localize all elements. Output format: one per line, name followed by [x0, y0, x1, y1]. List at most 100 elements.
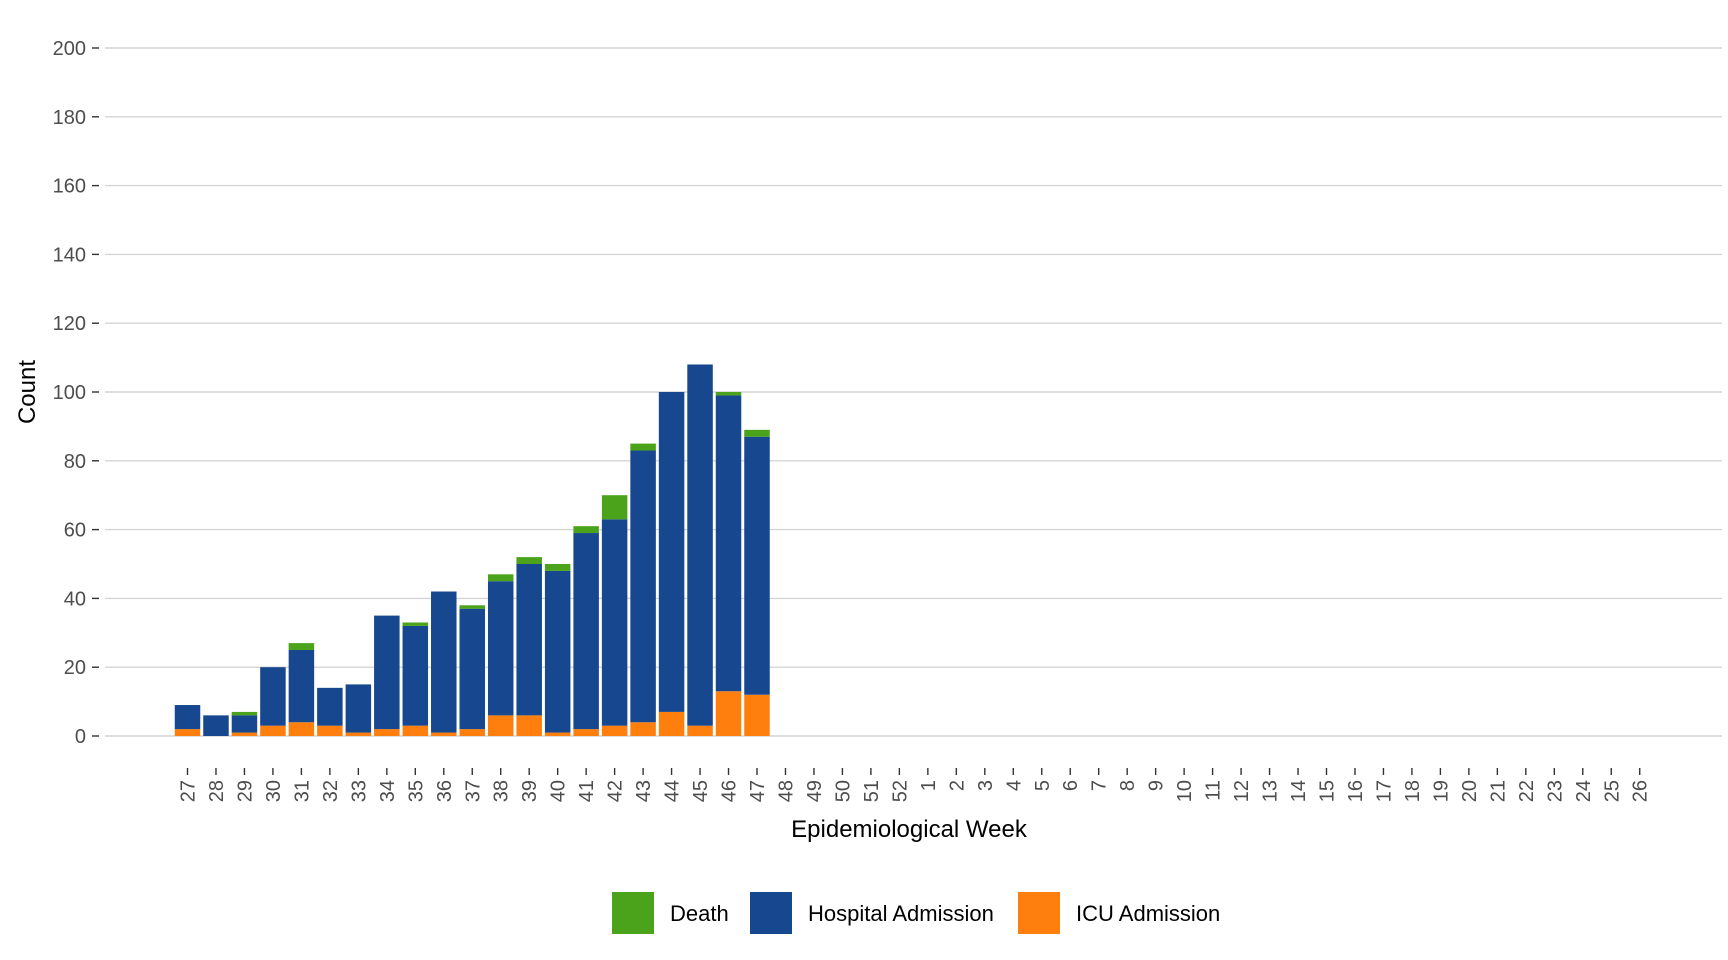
bar-icu-admission-week-40 [544, 732, 571, 736]
x-tick-label: 25 [1601, 780, 1623, 802]
bar-death-week-35 [402, 622, 429, 626]
x-tick-label: 46 [719, 780, 741, 802]
x-tick-label: 4 [1003, 780, 1025, 791]
x-axis-ticks: 27 28 29 30 31 32 33 34 35 36 37 38 39 40 41 42 43 44 45 46… [178, 768, 1652, 802]
x-tick-label: 45 [690, 780, 712, 802]
bar-icu-admission-week-43 [630, 722, 656, 736]
legend-swatch-death [612, 892, 654, 934]
bar-death-week-31 [288, 643, 315, 650]
y-axis-ticks: 0 20 40 60 80 100 120 140 160 180 200 [53, 38, 99, 748]
x-tick-label: 33 [348, 780, 370, 802]
x-tick-label: 6 [1060, 780, 1082, 791]
x-tick-label: 17 [1373, 780, 1395, 802]
x-tick-label: 37 [462, 780, 484, 802]
x-tick-label: 39 [519, 780, 541, 802]
x-tick-label: 10 [1174, 780, 1196, 802]
x-tick-label: 30 [263, 780, 285, 802]
x-tick-label: 44 [662, 780, 684, 802]
y-tick-label: 100 [53, 382, 86, 404]
x-tick-label: 1 [918, 780, 940, 791]
bar-icu-admission-week-34 [374, 729, 400, 736]
bar-icu-admission-week-33 [345, 732, 372, 736]
y-tick-label: 80 [64, 451, 86, 473]
x-tick-label: 26 [1630, 780, 1652, 802]
y-tick-label: 120 [53, 313, 86, 335]
bar-death-week-47 [744, 429, 770, 437]
bar-hospital-admission-week-41 [573, 533, 599, 730]
bar-icu-admission-week-42 [601, 725, 628, 736]
bar-hospital-admission-week-32 [317, 687, 343, 726]
x-tick-label: 28 [206, 780, 228, 802]
legend-label-death: Death [670, 901, 729, 926]
bar-icu-admission-week-38 [487, 715, 514, 736]
x-tick-label: 42 [605, 780, 627, 802]
x-tick-label: 40 [548, 780, 570, 802]
bar-hospital-admission-week-29 [231, 715, 258, 733]
bar-icu-admission-week-39 [516, 715, 542, 736]
x-tick-label: 36 [434, 780, 456, 802]
x-tick-label: 24 [1573, 780, 1595, 802]
x-tick-label: 8 [1117, 780, 1139, 791]
bar-hospital-admission-week-38 [487, 581, 514, 716]
bar-hospital-admission-week-42 [601, 519, 628, 726]
y-tick-label: 20 [64, 657, 86, 679]
x-tick-label: 52 [889, 780, 911, 802]
bar-death-week-37 [459, 605, 485, 609]
bar-hospital-admission-week-30 [260, 667, 286, 726]
legend-label-hospital-admission: Hospital Admission [808, 901, 994, 926]
bar-hospital-admission-week-28 [203, 715, 229, 736]
x-tick-label: 14 [1288, 780, 1310, 802]
x-tick-label: 18 [1402, 780, 1424, 802]
y-tick-label: 200 [53, 38, 86, 60]
bars [174, 364, 770, 736]
y-axis-title: Count [14, 360, 41, 424]
x-tick-label: 49 [804, 780, 826, 802]
x-tick-label: 20 [1459, 780, 1481, 802]
bar-hospital-admission-week-39 [516, 564, 542, 716]
bar-death-week-39 [516, 557, 542, 564]
x-tick-label: 43 [633, 780, 655, 802]
bar-hospital-admission-week-40 [544, 570, 571, 733]
x-tick-label: 7 [1089, 780, 1111, 791]
x-tick-label: 47 [747, 780, 769, 802]
x-tick-label: 19 [1430, 780, 1452, 802]
x-tick-label: 3 [975, 780, 997, 791]
x-tick-label: 22 [1516, 780, 1538, 802]
legend-swatch-icu-admission [1018, 892, 1060, 934]
x-tick-label: 29 [234, 780, 256, 802]
x-tick-label: 48 [775, 780, 797, 802]
bar-hospital-admission-week-31 [288, 650, 315, 723]
bar-icu-admission-week-32 [317, 725, 343, 736]
bar-hospital-admission-week-45 [687, 364, 713, 726]
x-tick-label: 2 [946, 780, 968, 791]
y-tick-label: 140 [53, 244, 86, 266]
x-tick-label: 50 [832, 780, 854, 802]
bar-death-week-40 [544, 564, 571, 571]
bar-hospital-admission-week-47 [744, 436, 770, 695]
y-tick-label: 180 [53, 107, 86, 129]
bar-death-week-46 [715, 392, 742, 396]
x-tick-label: 41 [576, 780, 598, 802]
legend-swatch-hospital-admission [750, 892, 792, 934]
bar-death-week-38 [487, 574, 514, 582]
x-tick-label: 15 [1317, 780, 1339, 802]
bar-hospital-admission-week-36 [431, 591, 457, 733]
legend-label-icu-admission: ICU Admission [1076, 901, 1220, 926]
y-tick-label: 160 [53, 176, 86, 198]
bar-hospital-admission-week-27 [174, 705, 201, 730]
y-tick-label: 0 [75, 726, 86, 748]
bar-death-week-29 [231, 711, 258, 716]
bar-icu-admission-week-37 [459, 729, 485, 736]
x-tick-label: 11 [1203, 780, 1225, 801]
bar-hospital-admission-week-35 [402, 625, 429, 726]
x-tick-label: 27 [178, 780, 200, 802]
x-tick-label: 34 [377, 780, 399, 802]
y-tick-label: 40 [64, 588, 86, 610]
bar-hospital-admission-week-34 [374, 615, 400, 730]
x-axis-title: Epidemiological Week [791, 816, 1028, 843]
bar-icu-admission-week-27 [174, 729, 201, 736]
x-tick-label: 31 [291, 780, 313, 802]
bar-icu-admission-week-44 [658, 711, 685, 736]
